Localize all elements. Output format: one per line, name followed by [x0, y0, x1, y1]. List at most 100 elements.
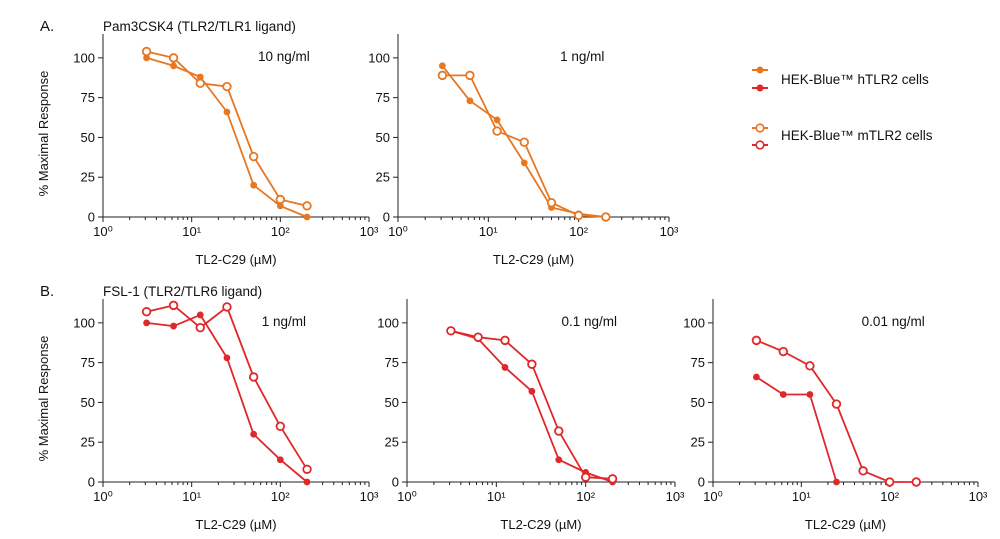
x-axis-title: TL2-C29 (µM): [500, 517, 581, 532]
chart-pam3csk4-1ng: 0 25 50 75 100 10⁰ 10¹ 10² 10³ TL2-C29 (µM) 1 ng/m…: [368, 34, 679, 267]
data-point: [573, 210, 584, 221]
legend: HEK-Blue™ hTLR2 cells HEK-Blue™ mTLR2 ce…: [752, 66, 933, 150]
y-tick-label: 50: [81, 130, 95, 145]
data-point: [580, 472, 591, 482]
data-point: [501, 364, 509, 371]
data-point: [170, 322, 177, 330]
data-point: [466, 97, 474, 105]
legend-item-htlr2: HEK-Blue™ hTLR2 cells: [752, 66, 929, 92]
x-tick-label: 10¹: [792, 489, 811, 504]
x-tick-label: 10³: [360, 224, 379, 239]
legend-swatch-marker: [756, 84, 764, 92]
series-htlr2: [753, 373, 840, 486]
panel-b-subtitle: FSL-1 (TLR2/TLR6 ligand): [103, 284, 262, 299]
data-point: [555, 456, 563, 464]
series-mtlr2: [141, 46, 312, 211]
data-point: [302, 464, 312, 474]
data-point: [493, 116, 501, 124]
x-tick-label: 10²: [271, 489, 290, 504]
data-point: [223, 354, 231, 362]
y-tick-label: 75: [81, 90, 95, 105]
x-tick-label: 10¹: [487, 489, 506, 504]
x-tick-label: 10²: [569, 224, 588, 239]
concentration-label: 1 ng/ml: [262, 314, 306, 329]
data-point: [779, 391, 787, 398]
series-htlr2: [143, 54, 311, 221]
y-tick-label: 50: [376, 130, 390, 145]
x-tick-label: 10³: [660, 224, 679, 239]
series-mtlr2: [751, 335, 921, 487]
data-point: [805, 361, 815, 371]
y-tick-label: 25: [691, 435, 705, 450]
legend-swatch-marker: [756, 66, 764, 74]
data-point: [751, 335, 762, 346]
data-point: [520, 159, 528, 167]
data-point: [143, 54, 150, 62]
y-tick-label: 50: [385, 395, 399, 410]
data-point: [833, 478, 840, 486]
legend-label-mtlr2: HEK-Blue™ mTLR2 cells: [781, 128, 933, 143]
x-axis-title: TL2-C29 (µM): [195, 517, 276, 532]
x-tick-label: 10²: [576, 489, 595, 504]
x-tick-label: 10⁰: [703, 489, 723, 504]
data-point: [168, 300, 179, 311]
data-point: [554, 426, 564, 436]
y-tick-label: 100: [73, 315, 95, 330]
y-tick-label: 0: [698, 475, 705, 490]
data-point: [250, 430, 258, 438]
x-tick-label: 10³: [969, 489, 988, 504]
data-point: [250, 181, 258, 189]
concentration-label: 1 ng/ml: [560, 49, 604, 64]
panel-a-subtitle: Pam3CSK4 (TLR2/TLR1 ligand): [103, 19, 296, 34]
x-tick-label: 10¹: [182, 489, 201, 504]
series-line: [146, 304, 308, 470]
concentration-label: 10 ng/ml: [258, 49, 310, 64]
y-tick-label: 75: [81, 355, 95, 370]
x-tick-label: 10¹: [479, 224, 498, 239]
data-point: [528, 387, 536, 395]
data-point: [473, 332, 483, 342]
series-line: [146, 313, 308, 483]
y-tick-label: 0: [88, 210, 95, 225]
data-point: [276, 202, 284, 210]
data-point: [248, 151, 259, 162]
x-axis-title: TL2-C29 (µM): [195, 252, 276, 267]
y-axis-title: % Maximal Response: [36, 71, 51, 197]
chart-fsl1-1ng: 0 25 50 75 100 10⁰ 10¹ 10² 10³ TL2-C29 (µM) % Maxi…: [36, 299, 379, 532]
data-point: [141, 307, 152, 317]
y-tick-label: 25: [81, 170, 95, 185]
concentration-label: 0.1 ng/ml: [561, 314, 617, 329]
x-tick-label: 10²: [271, 224, 290, 239]
y-tick-label: 25: [376, 170, 390, 185]
series-htlr2: [447, 327, 616, 486]
data-point: [170, 62, 177, 70]
panel-b-letter: B.: [40, 283, 54, 300]
y-tick-label: 100: [368, 50, 390, 65]
y-tick-label: 50: [81, 395, 95, 410]
data-point: [858, 466, 868, 476]
y-tick-label: 0: [383, 210, 390, 225]
series-line: [756, 339, 917, 483]
chart-pam3csk4-10ng: 0 25 50 75 100 10⁰ 10¹ 10² 10³ TL2-C29 (µM) % Maxi…: [36, 34, 379, 267]
x-tick-label: 10⁰: [93, 489, 113, 504]
series-mtlr2: [437, 70, 611, 222]
legend-label-htlr2: HEK-Blue™ hTLR2 cells: [781, 72, 929, 87]
series-mtlr2: [446, 326, 618, 484]
series-line: [450, 329, 613, 480]
x-tick-label: 10³: [666, 489, 685, 504]
y-tick-label: 25: [81, 435, 95, 450]
data-point: [884, 477, 895, 487]
data-point: [222, 302, 232, 312]
y-tick-label: 100: [377, 315, 399, 330]
data-point: [303, 478, 311, 486]
data-point: [248, 372, 259, 382]
legend-item-mtlr2: HEK-Blue™ mTLR2 cells: [752, 123, 933, 150]
data-point: [143, 319, 150, 327]
legend-swatch-marker: [755, 140, 765, 150]
legend-swatch-marker: [755, 123, 765, 133]
data-point: [196, 73, 204, 81]
data-point: [275, 421, 286, 432]
data-point: [222, 81, 232, 92]
y-tick-label: 75: [376, 90, 390, 105]
data-point: [831, 399, 842, 409]
